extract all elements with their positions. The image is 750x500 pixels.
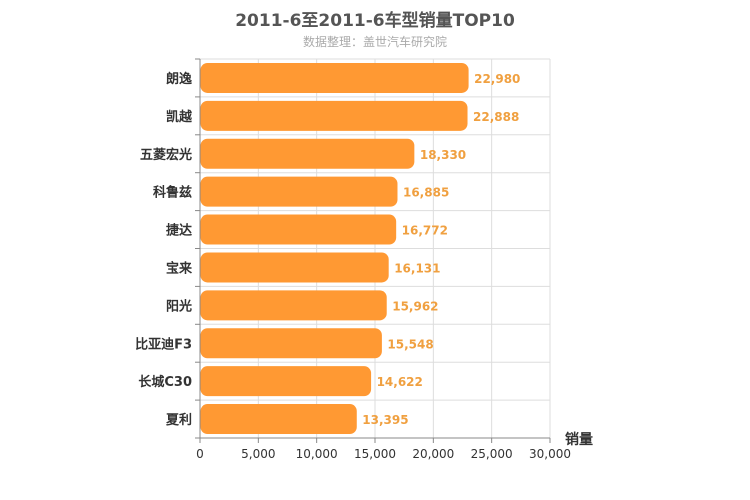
category-label: 五菱宏光 bbox=[140, 147, 192, 163]
category-label: 捷达 bbox=[166, 223, 192, 239]
bar bbox=[200, 328, 382, 359]
labels: 22,980 朗逸 22,888 凯越 18,330 五菱宏光 16,885 科鲁兹 16,77… bbox=[135, 71, 593, 461]
category-label: 凯越 bbox=[166, 109, 193, 125]
category-label: 夏利 bbox=[165, 412, 192, 428]
chart-title: 2011-6至2011-6车型销量TOP10 bbox=[235, 11, 515, 31]
bar bbox=[200, 62, 469, 93]
value-label: 15,962 bbox=[392, 299, 438, 313]
category-label: 朗逸 bbox=[166, 71, 192, 87]
bar bbox=[200, 214, 397, 245]
x-tick-label: 20,000 bbox=[412, 447, 454, 461]
chart-subtitle: 数据整理：盖世汽车研究院 bbox=[302, 35, 447, 49]
bar bbox=[200, 290, 387, 321]
category-label: 宝来 bbox=[166, 260, 193, 276]
value-label: 18,330 bbox=[420, 148, 466, 162]
x-tick-label: 25,000 bbox=[471, 447, 513, 461]
x-tick-label: 10,000 bbox=[296, 447, 338, 461]
x-tick-label: 0 bbox=[196, 447, 204, 461]
value-label: 15,548 bbox=[387, 337, 433, 351]
bar bbox=[200, 404, 357, 435]
value-label: 22,888 bbox=[473, 110, 519, 124]
axes bbox=[195, 58, 551, 443]
value-label: 14,622 bbox=[377, 375, 423, 389]
bar bbox=[200, 366, 372, 397]
category-label: 科鲁兹 bbox=[153, 185, 192, 201]
value-label: 16,131 bbox=[394, 261, 440, 275]
category-label: 阳光 bbox=[166, 298, 192, 314]
x-tick-label: 15,000 bbox=[354, 447, 396, 461]
bars bbox=[200, 62, 469, 435]
value-label: 16,772 bbox=[402, 224, 448, 238]
x-tick-label: 30,000 bbox=[529, 447, 571, 461]
bar bbox=[200, 252, 389, 283]
bar bbox=[200, 100, 468, 131]
value-label: 16,885 bbox=[403, 186, 449, 200]
category-label: 比亚迪F3 bbox=[135, 336, 192, 352]
category-label: 长城C30 bbox=[138, 374, 192, 390]
x-tick-label: 5,000 bbox=[241, 447, 275, 461]
value-label: 22,980 bbox=[474, 72, 520, 86]
bar bbox=[200, 176, 398, 207]
bar bbox=[200, 138, 415, 169]
value-label: 13,395 bbox=[362, 413, 408, 427]
x-axis-title: 销量 bbox=[565, 431, 593, 448]
